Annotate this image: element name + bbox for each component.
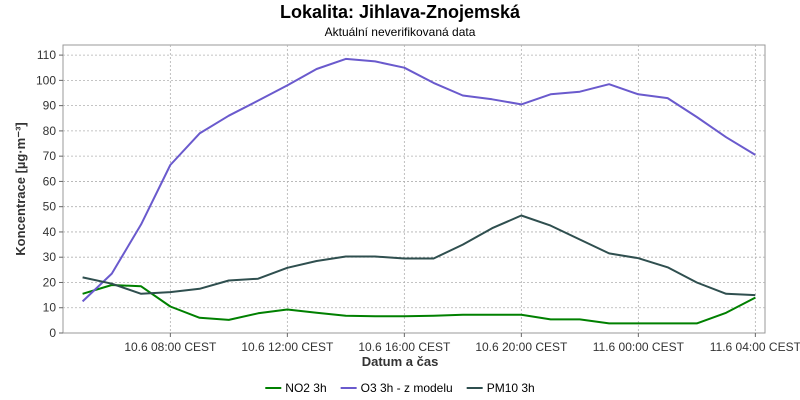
y-tick-label: 110 xyxy=(37,48,56,62)
y-axis-label: Koncentrace [µg·m⁻³] xyxy=(13,122,28,256)
x-tick-label: 10.6 12:00 CEST xyxy=(241,340,334,354)
y-tick-label: 50 xyxy=(43,200,57,214)
x-tick-label: 10.6 16:00 CEST xyxy=(358,340,451,354)
y-tick-label: 70 xyxy=(43,149,57,163)
legend-item: PM10 3h xyxy=(466,381,535,395)
x-tick-label: 11.6 00:00 CEST xyxy=(593,340,685,354)
series-line-0 xyxy=(82,284,756,325)
series-line-1 xyxy=(81,57,756,303)
y-tick-label: 60 xyxy=(43,174,57,188)
x-tick-label: 11.6 04:00 CEST xyxy=(710,340,800,354)
legend: NO2 3h O3 3h - z modelu PM10 3h xyxy=(265,381,535,395)
x-axis-label: Datum a čas xyxy=(362,354,439,369)
y-tick-label: 80 xyxy=(43,124,57,138)
y-tick-label: 30 xyxy=(43,250,57,264)
grid xyxy=(63,45,765,333)
y-tick-label: 90 xyxy=(43,99,57,113)
y-tick-label: 0 xyxy=(49,326,56,340)
legend-label: O3 3h - z modelu xyxy=(361,381,453,395)
plot-area xyxy=(62,44,766,334)
legend-label: NO2 3h xyxy=(285,381,326,395)
legend-item: NO2 3h xyxy=(265,381,327,395)
y-tick-label: 20 xyxy=(43,275,57,289)
chart-subtitle: Aktuální neverifikovaná data xyxy=(325,25,476,39)
x-tick-label: 10.6 08:00 CEST xyxy=(124,340,217,354)
series-lines xyxy=(81,57,756,325)
axes: 0 10 20 30 40 50 60 70 80 90 100 110 10.6 08:00 CEST… xyxy=(36,48,800,354)
series-line-2 xyxy=(82,214,756,297)
legend-item: O3 3h - z modelu xyxy=(340,381,453,395)
y-tick-label: 10 xyxy=(43,301,57,315)
y-tick-label: 40 xyxy=(43,225,57,239)
x-tick-label: 10.6 20:00 CEST xyxy=(475,340,568,354)
legend-label: PM10 3h xyxy=(487,381,535,395)
chart-title: Lokalita: Jihlava-Znojemská xyxy=(280,2,521,22)
y-tick-label: 100 xyxy=(36,73,56,87)
